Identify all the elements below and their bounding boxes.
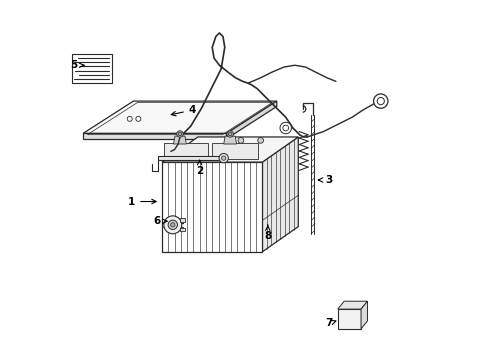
Circle shape bbox=[373, 94, 387, 108]
Polygon shape bbox=[72, 54, 112, 83]
Polygon shape bbox=[173, 136, 186, 144]
Polygon shape bbox=[180, 219, 185, 222]
Polygon shape bbox=[337, 309, 360, 329]
Polygon shape bbox=[158, 156, 219, 160]
Polygon shape bbox=[223, 136, 236, 144]
Text: 5: 5 bbox=[70, 60, 83, 70]
Polygon shape bbox=[226, 101, 276, 139]
Polygon shape bbox=[162, 137, 298, 162]
Circle shape bbox=[163, 216, 182, 234]
Circle shape bbox=[226, 131, 233, 137]
Circle shape bbox=[376, 98, 384, 105]
Polygon shape bbox=[180, 228, 185, 231]
Circle shape bbox=[228, 132, 231, 136]
Polygon shape bbox=[163, 143, 207, 159]
Polygon shape bbox=[83, 101, 276, 134]
Polygon shape bbox=[337, 301, 367, 309]
Polygon shape bbox=[162, 162, 262, 252]
Text: 1: 1 bbox=[128, 197, 156, 207]
Circle shape bbox=[168, 220, 177, 229]
Circle shape bbox=[280, 122, 291, 134]
Text: 2: 2 bbox=[196, 160, 203, 176]
Polygon shape bbox=[83, 134, 226, 139]
Circle shape bbox=[221, 156, 225, 160]
Text: 7: 7 bbox=[325, 319, 335, 328]
Circle shape bbox=[170, 223, 175, 227]
Polygon shape bbox=[262, 137, 298, 252]
Text: 3: 3 bbox=[318, 175, 332, 185]
Circle shape bbox=[282, 125, 288, 131]
Circle shape bbox=[257, 138, 263, 143]
Circle shape bbox=[176, 131, 183, 137]
Text: 8: 8 bbox=[264, 225, 271, 240]
Circle shape bbox=[178, 132, 182, 136]
Polygon shape bbox=[360, 301, 367, 329]
Polygon shape bbox=[211, 143, 257, 159]
Circle shape bbox=[238, 138, 244, 143]
Circle shape bbox=[219, 153, 228, 163]
Text: 6: 6 bbox=[153, 216, 166, 226]
Text: 4: 4 bbox=[171, 105, 196, 116]
